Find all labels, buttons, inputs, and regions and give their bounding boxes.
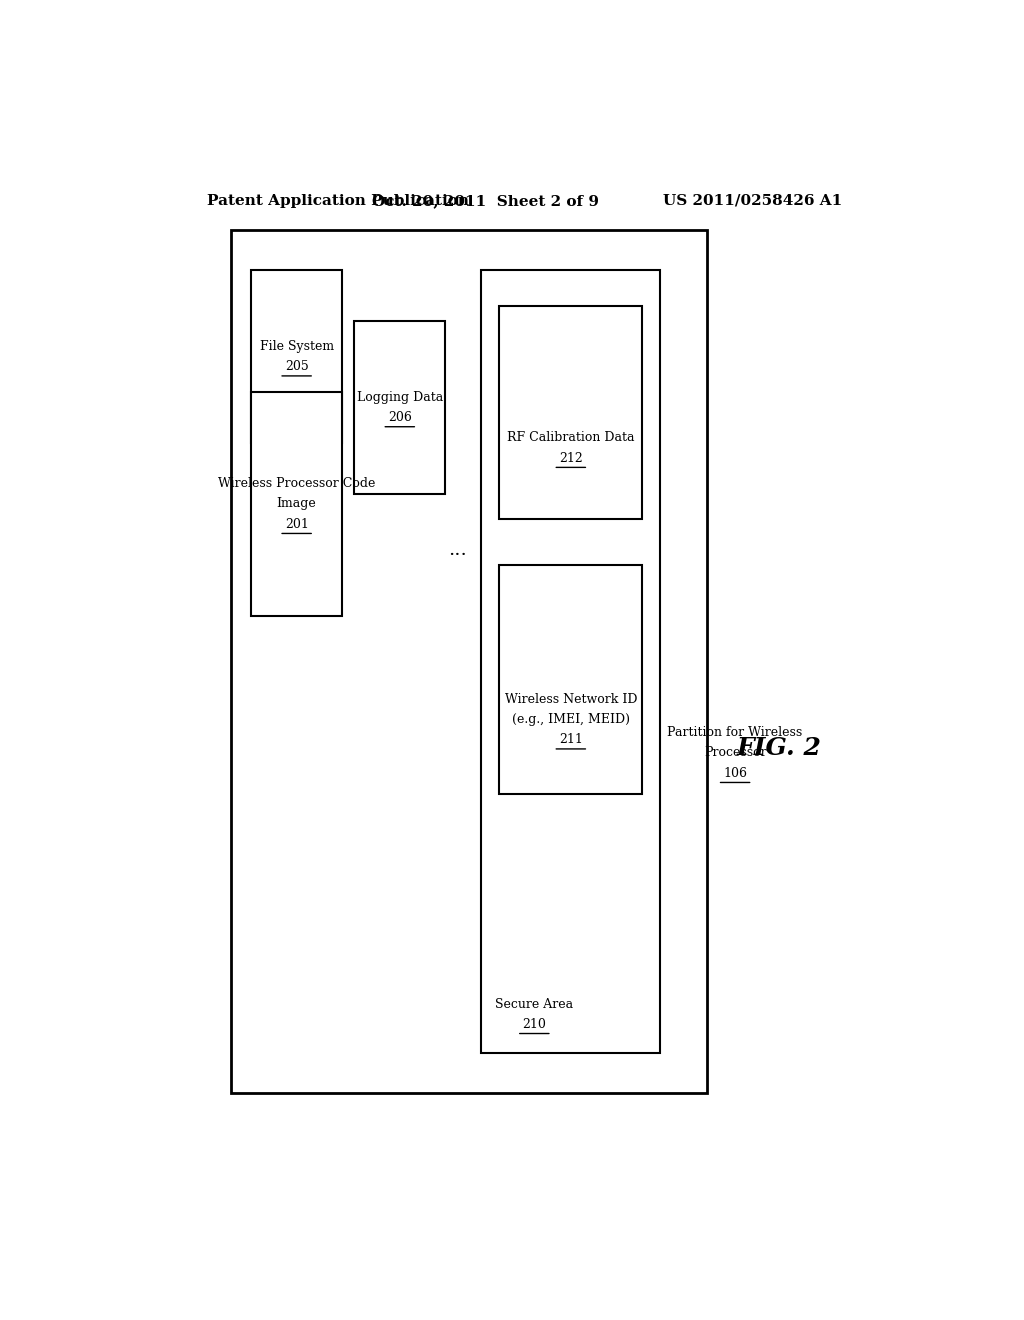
Text: Wireless Network ID: Wireless Network ID (505, 693, 637, 706)
Text: Wireless Processor Code: Wireless Processor Code (218, 477, 376, 490)
Text: 211: 211 (559, 734, 583, 746)
Text: File System: File System (259, 341, 334, 352)
Text: FIG. 2: FIG. 2 (736, 737, 821, 760)
Text: 212: 212 (559, 451, 583, 465)
FancyBboxPatch shape (354, 321, 445, 494)
Text: Logging Data: Logging Data (356, 391, 443, 404)
Text: Partition for Wireless: Partition for Wireless (668, 726, 803, 739)
FancyBboxPatch shape (251, 392, 342, 615)
Text: 205: 205 (285, 360, 308, 374)
FancyBboxPatch shape (500, 306, 642, 519)
Text: Secure Area: Secure Area (496, 998, 573, 1011)
FancyBboxPatch shape (231, 230, 708, 1093)
Text: 210: 210 (522, 1018, 546, 1031)
Text: 106: 106 (723, 767, 748, 780)
Text: Processor: Processor (703, 747, 766, 759)
FancyBboxPatch shape (500, 565, 642, 793)
Text: 201: 201 (285, 517, 308, 531)
Text: (e.g., IMEI, MEID): (e.g., IMEI, MEID) (512, 713, 630, 726)
Text: Image: Image (276, 498, 316, 511)
FancyBboxPatch shape (251, 271, 342, 444)
FancyBboxPatch shape (481, 271, 659, 1053)
Text: RF Calibration Data: RF Calibration Data (507, 432, 635, 445)
Text: Oct. 20, 2011  Sheet 2 of 9: Oct. 20, 2011 Sheet 2 of 9 (372, 194, 599, 209)
Text: 206: 206 (388, 411, 412, 424)
Text: ...: ... (447, 541, 467, 558)
Text: Patent Application Publication: Patent Application Publication (207, 194, 469, 209)
Text: US 2011/0258426 A1: US 2011/0258426 A1 (663, 194, 842, 209)
